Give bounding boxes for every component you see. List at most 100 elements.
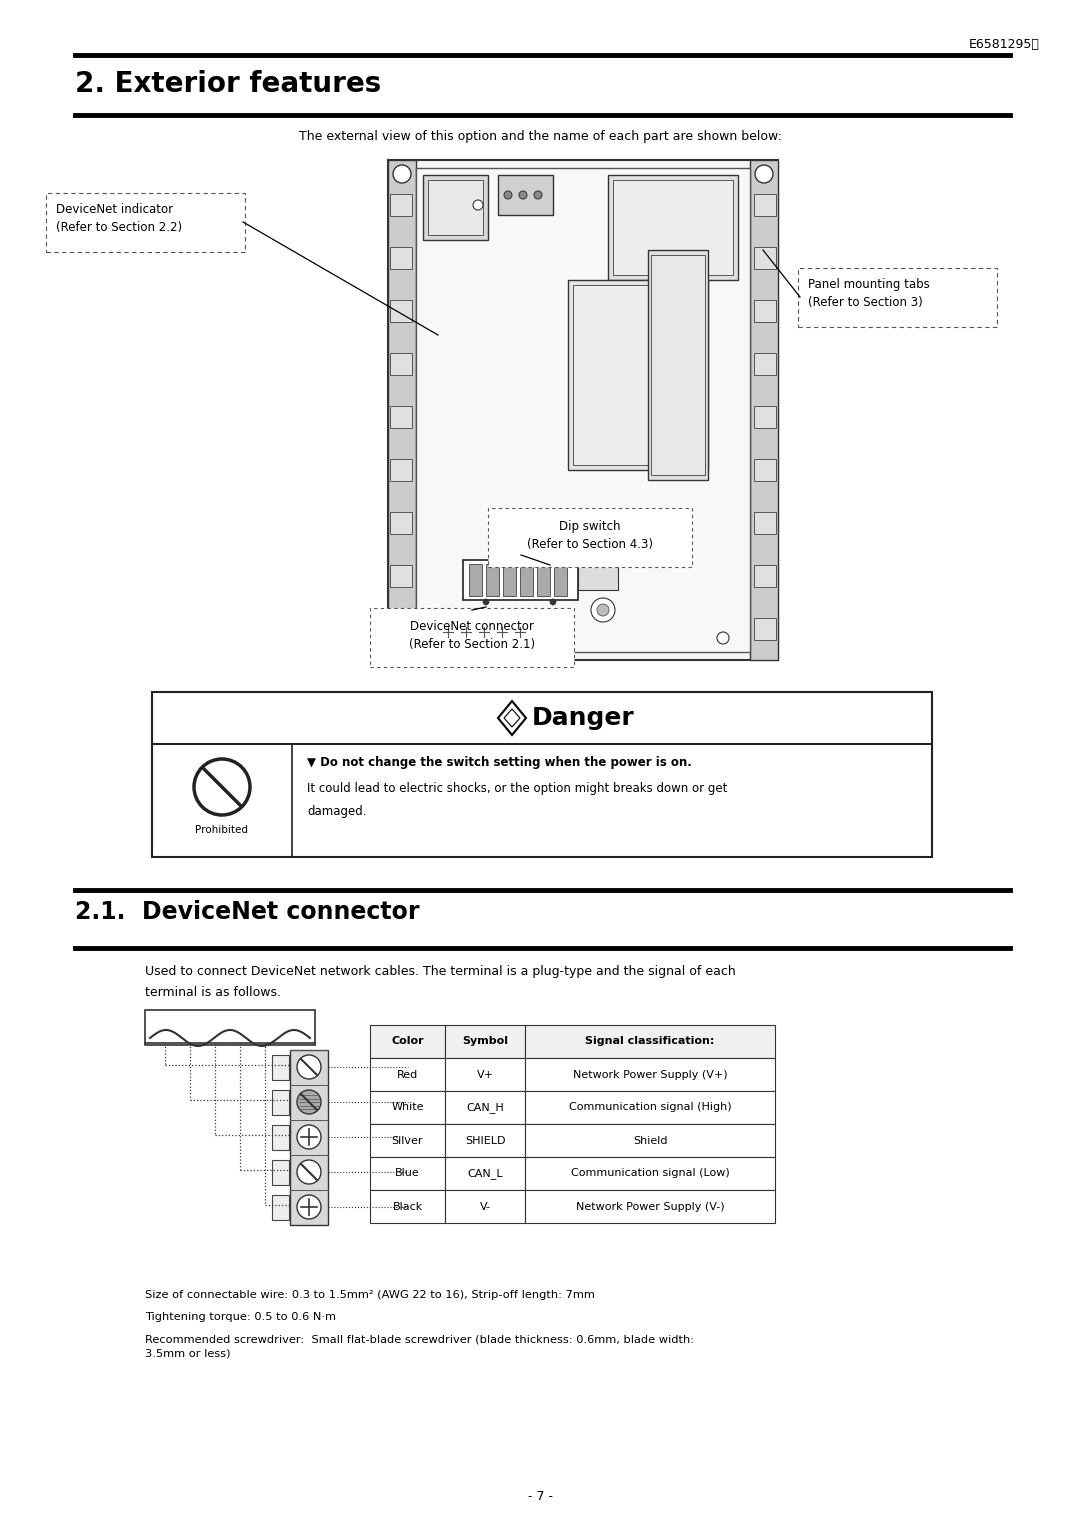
Text: CAN_L: CAN_L	[468, 1168, 503, 1179]
Bar	[445, 1157, 525, 1190]
Bar	[554, 563, 567, 596]
Text: Recommended screwdriver:  Small flat-blade screwdriver (blade thickness: 0.6mm, : Recommended screwdriver: Small flat-blad…	[145, 1335, 694, 1359]
Bar	[390, 512, 411, 534]
Bar	[750, 160, 778, 660]
Bar	[754, 565, 777, 586]
Bar	[370, 1190, 445, 1223]
Circle shape	[755, 165, 773, 183]
Text: DeviceNet indicator
(Refer to Section 2.2): DeviceNet indicator (Refer to Section 2.…	[56, 203, 183, 234]
Bar	[608, 176, 738, 279]
Circle shape	[500, 531, 516, 548]
Circle shape	[495, 625, 509, 638]
Text: Communication signal (Low): Communication signal (Low)	[570, 1168, 729, 1179]
Text: Black: Black	[392, 1202, 422, 1211]
Bar	[388, 160, 416, 660]
Bar	[416, 168, 750, 652]
Text: SHIELD: SHIELD	[464, 1136, 505, 1145]
Bar	[370, 1124, 445, 1157]
Circle shape	[297, 1090, 321, 1115]
Circle shape	[441, 625, 455, 638]
Circle shape	[393, 165, 411, 183]
Bar	[525, 1058, 775, 1090]
FancyBboxPatch shape	[370, 608, 573, 667]
Circle shape	[459, 625, 473, 638]
Circle shape	[297, 1161, 321, 1183]
Bar	[754, 618, 777, 640]
Bar	[438, 609, 534, 655]
Text: DeviceNet connector
(Refer to Section 2.1): DeviceNet connector (Refer to Section 2.…	[409, 620, 535, 651]
Circle shape	[504, 191, 512, 199]
Bar	[370, 1157, 445, 1190]
Bar	[613, 180, 733, 275]
Circle shape	[297, 1125, 321, 1148]
Bar	[537, 563, 550, 596]
Bar	[272, 1161, 289, 1185]
Text: Silver: Silver	[392, 1136, 423, 1145]
Bar	[272, 1090, 289, 1115]
Text: Used to connect DeviceNet network cables. The terminal is a plug-type and the si: Used to connect DeviceNet network cables…	[145, 965, 735, 999]
Text: Panel mounting tabs
(Refer to Section 3): Panel mounting tabs (Refer to Section 3)	[808, 278, 930, 308]
Bar	[525, 1190, 775, 1223]
Circle shape	[297, 1055, 321, 1080]
Text: Prohibited: Prohibited	[195, 825, 248, 835]
Bar	[525, 1025, 775, 1058]
Text: Danger: Danger	[532, 705, 635, 730]
Text: Blue: Blue	[395, 1168, 420, 1179]
Bar	[754, 353, 777, 376]
Bar	[648, 250, 708, 479]
Bar	[388, 160, 778, 660]
Bar	[370, 1058, 445, 1090]
Circle shape	[717, 632, 729, 644]
Circle shape	[477, 625, 491, 638]
Text: Communication signal (High): Communication signal (High)	[569, 1102, 731, 1113]
Bar	[445, 1090, 525, 1124]
Text: Color: Color	[391, 1037, 423, 1046]
Text: Tightening torque: 0.5 to 0.6 N·m: Tightening torque: 0.5 to 0.6 N·m	[145, 1312, 336, 1322]
Circle shape	[591, 599, 615, 621]
Bar	[754, 512, 777, 534]
Bar	[291, 1051, 328, 1225]
Circle shape	[550, 599, 556, 605]
Text: Red: Red	[396, 1069, 418, 1080]
Text: Signal classification:: Signal classification:	[585, 1037, 715, 1046]
Bar	[152, 692, 932, 857]
Circle shape	[519, 191, 527, 199]
Text: E6581295ⓕ: E6581295ⓕ	[969, 38, 1040, 50]
Circle shape	[297, 1196, 321, 1219]
Circle shape	[539, 536, 546, 544]
Bar	[390, 194, 411, 215]
Bar	[390, 353, 411, 376]
FancyBboxPatch shape	[46, 192, 245, 252]
Text: Shield: Shield	[633, 1136, 667, 1145]
Bar	[272, 1196, 289, 1220]
Bar	[754, 406, 777, 428]
Text: CAN_H: CAN_H	[467, 1102, 504, 1113]
FancyBboxPatch shape	[488, 508, 692, 567]
Text: Symbol: Symbol	[462, 1037, 508, 1046]
Bar	[651, 255, 705, 475]
Bar	[145, 1009, 315, 1044]
Bar	[390, 618, 411, 640]
Bar	[423, 176, 488, 240]
Bar	[272, 1125, 289, 1150]
Bar	[525, 1124, 775, 1157]
Bar	[445, 1058, 525, 1090]
Bar	[370, 1090, 445, 1124]
Text: 2.1.  DeviceNet connector: 2.1. DeviceNet connector	[75, 899, 419, 924]
Bar	[390, 460, 411, 481]
Bar	[498, 176, 553, 215]
Text: Network Power Supply (V-): Network Power Supply (V-)	[576, 1202, 725, 1211]
Bar	[445, 1190, 525, 1223]
Bar	[754, 299, 777, 322]
Bar	[390, 247, 411, 269]
Text: Dip switch
(Refer to Section 4.3): Dip switch (Refer to Section 4.3)	[527, 521, 653, 551]
Bar	[519, 563, 534, 596]
Bar	[445, 1124, 525, 1157]
Bar	[390, 299, 411, 322]
Bar	[503, 563, 516, 596]
Circle shape	[483, 599, 489, 605]
Text: - 7 -: - 7 -	[527, 1490, 553, 1503]
Bar	[568, 279, 708, 470]
Bar	[754, 247, 777, 269]
Bar	[390, 406, 411, 428]
